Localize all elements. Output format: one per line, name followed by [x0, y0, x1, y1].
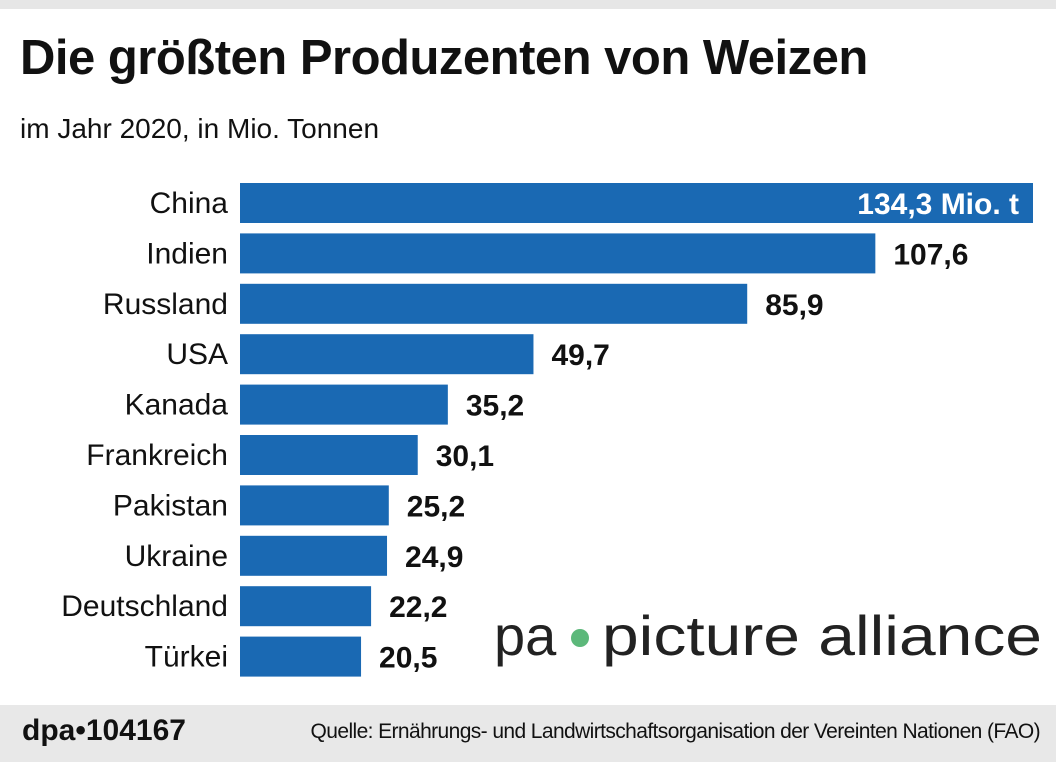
- watermark-text: picture alliance: [602, 604, 1042, 667]
- chart-subtitle: im Jahr 2020, in Mio. Tonnen: [20, 113, 380, 144]
- category-label: Türkei: [145, 641, 228, 674]
- value-label: 25,2: [407, 490, 465, 523]
- bar: [240, 183, 1033, 223]
- bar: [240, 435, 418, 475]
- value-label: 85,9: [765, 289, 823, 322]
- bar-chart: China 134,3 Mio. t Indien 107,6 Russland 85,9…: [61, 183, 1033, 677]
- watermark-dot: [571, 629, 589, 647]
- bar: [240, 586, 372, 627]
- value-label: 49,7: [551, 339, 609, 372]
- category-label: Frankreich: [86, 439, 228, 472]
- chart-title: Die größten Produzenten von Weizen: [20, 31, 868, 85]
- bar: [240, 636, 362, 677]
- bar: [240, 384, 448, 425]
- value-label: 24,9: [405, 541, 463, 574]
- watermark-logo: pa picture alliance: [494, 604, 1042, 667]
- category-label: Ukraine: [125, 540, 228, 573]
- value-label: 134,3 Mio. t: [857, 188, 1019, 221]
- footer: dpa•104167 Quelle: Ernährungs- und Landw…: [0, 705, 1056, 762]
- category-label: China: [150, 187, 229, 220]
- category-label: Russland: [103, 288, 228, 321]
- bar: [240, 334, 534, 375]
- category-label: Kanada: [125, 389, 229, 422]
- category-label: Indien: [146, 237, 228, 270]
- source-note: Quelle: Ernährungs- und Landwirtschaftso…: [310, 720, 1041, 743]
- value-label: 35,2: [466, 390, 524, 423]
- bar: [240, 485, 389, 526]
- bar: [240, 283, 748, 324]
- value-label: 107,6: [893, 238, 968, 271]
- value-label: 22,2: [389, 591, 447, 624]
- top-strip: [0, 0, 1056, 9]
- category-label: Deutschland: [61, 590, 228, 623]
- category-label: Pakistan: [113, 489, 228, 522]
- watermark-pa: pa: [494, 604, 557, 667]
- category-label: USA: [166, 338, 228, 371]
- bar: [240, 535, 388, 576]
- graphic-id: dpa•104167: [22, 714, 186, 747]
- value-label: 20,5: [379, 642, 437, 675]
- value-label: 30,1: [436, 440, 494, 473]
- bar: [240, 233, 876, 274]
